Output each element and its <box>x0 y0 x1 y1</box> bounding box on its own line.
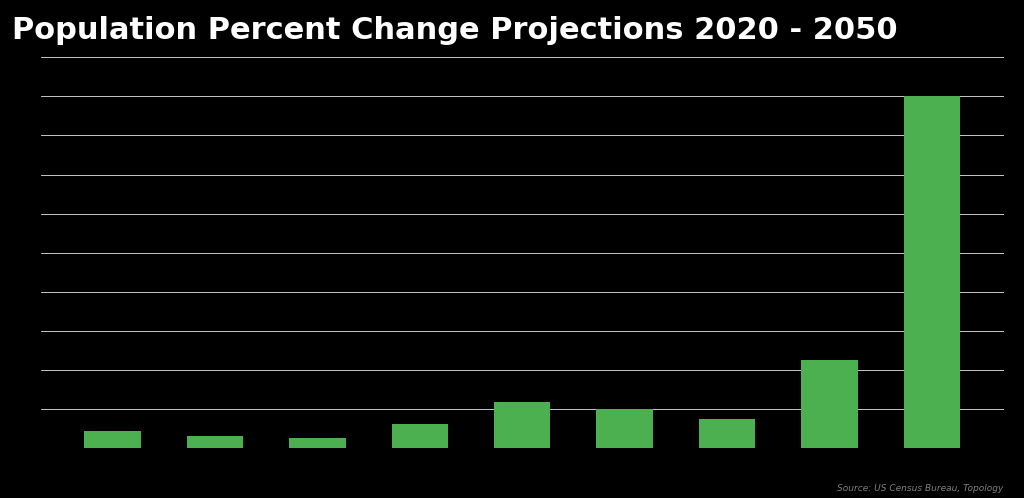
Bar <box>85 431 141 448</box>
Bar <box>596 409 653 448</box>
Bar <box>801 360 857 448</box>
Bar <box>392 424 449 448</box>
Text: Population Percent Change Projections 2020 - 2050: Population Percent Change Projections 20… <box>12 16 898 45</box>
Bar <box>495 402 551 448</box>
Bar <box>698 419 755 448</box>
Bar <box>903 96 961 448</box>
Text: Source: US Census Bureau, Topology: Source: US Census Bureau, Topology <box>838 484 1004 493</box>
Bar <box>290 438 346 448</box>
Bar <box>186 436 244 448</box>
